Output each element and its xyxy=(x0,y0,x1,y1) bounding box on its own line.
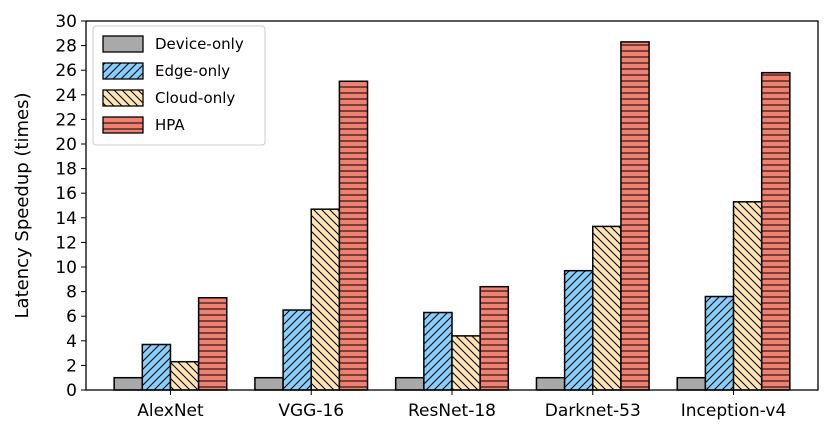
legend-swatch-device-only xyxy=(102,35,144,53)
y-tick-label: 28 xyxy=(55,37,77,57)
bar-hpa-darknet-53 xyxy=(620,41,650,391)
y-tick-label: 20 xyxy=(55,135,77,155)
y-tick-label: 26 xyxy=(55,61,77,81)
bar-edge-only-resnet-18 xyxy=(423,311,453,391)
x-axis-ticks: AlexNet VGG-16 ResNet-18 Darknet-53 Inceptio… xyxy=(137,390,786,421)
bar-device-only-inception-v4 xyxy=(676,376,707,391)
legend-label: Cloud-only xyxy=(155,89,235,107)
y-tick-label: 22 xyxy=(55,110,77,130)
y-tick-label: 14 xyxy=(55,209,77,229)
bar-edge-only-vgg-16 xyxy=(282,309,312,391)
bar-cloud-only-alexnet xyxy=(169,360,200,391)
bar-device-only-resnet-18 xyxy=(394,376,425,391)
legend-label: Edge-only xyxy=(155,62,230,80)
y-tick-label: 24 xyxy=(55,86,77,106)
bar-hpa-inception-v4 xyxy=(760,71,791,391)
bar-hpa-alexnet xyxy=(197,297,228,391)
bar-device-only-darknet-53 xyxy=(535,376,566,391)
bar-series-group xyxy=(113,41,791,391)
bar-cloud-only-inception-v4 xyxy=(732,201,763,391)
bar-edge-only-inception-v4 xyxy=(704,295,735,391)
legend-box xyxy=(92,25,266,146)
y-tick-label: 18 xyxy=(55,160,77,180)
y-tick-label: 2 xyxy=(66,356,77,376)
legend-swatch-edge-only xyxy=(102,62,144,80)
legend-swatch-cloud-only xyxy=(102,89,144,107)
bar-device-only-vgg-16 xyxy=(254,376,284,391)
bar-device-only-alexnet xyxy=(113,376,144,391)
legend-swatch-hpa xyxy=(102,116,144,134)
x-tick-label: ResNet-18 xyxy=(408,401,496,421)
bar-cloud-only-resnet-18 xyxy=(451,335,481,391)
y-tick-label: 12 xyxy=(55,233,77,253)
bar-cloud-only-darknet-53 xyxy=(592,225,622,391)
y-tick-label: 0 xyxy=(66,381,77,401)
plot-frame xyxy=(85,20,819,391)
y-tick-label: 10 xyxy=(55,258,77,278)
x-tick-label: Darknet-53 xyxy=(545,401,641,421)
bar-edge-only-darknet-53 xyxy=(563,269,594,391)
x-tick-label: VGG-16 xyxy=(278,401,344,421)
y-axis-title: Latency Speedup (times) xyxy=(12,93,33,319)
bar-hpa-vgg-16 xyxy=(338,80,369,391)
bar-cloud-only-vgg-16 xyxy=(310,208,341,391)
legend: Device-only Edge-only Cloud-only HPA xyxy=(92,25,266,146)
bar-edge-only-alexnet xyxy=(141,343,172,391)
x-tick-label: Inception-v4 xyxy=(681,401,787,421)
y-tick-label: 6 xyxy=(66,307,77,327)
y-tick-label: 30 xyxy=(55,12,77,32)
y-tick-label: 4 xyxy=(66,332,77,352)
bar-hpa-resnet-18 xyxy=(479,285,510,391)
legend-label: Device-only xyxy=(155,35,244,53)
x-tick-label: AlexNet xyxy=(137,401,204,421)
y-tick-label: 16 xyxy=(55,184,77,204)
y-tick-label: 8 xyxy=(66,283,77,303)
legend-label: HPA xyxy=(155,116,185,134)
